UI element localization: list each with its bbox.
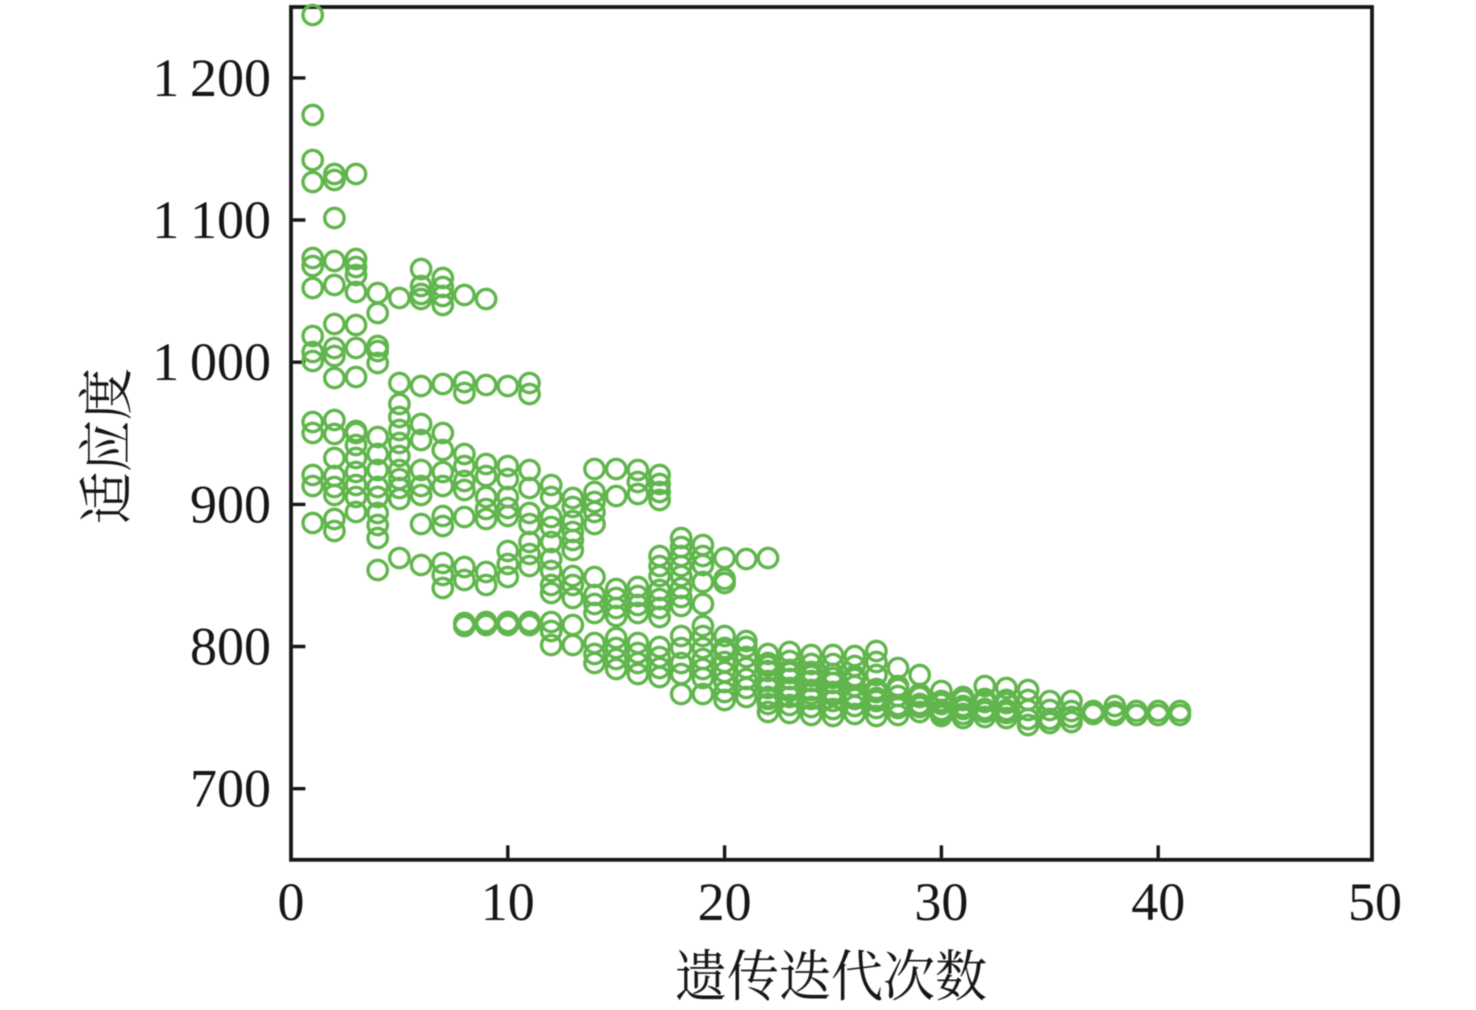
svg-text:40: 40 [1131, 872, 1185, 932]
svg-text:1 000: 1 000 [152, 332, 271, 392]
svg-text:30: 30 [914, 872, 968, 932]
svg-text:10: 10 [481, 872, 535, 932]
svg-text:800: 800 [190, 617, 271, 677]
svg-text:50: 50 [1348, 872, 1402, 932]
svg-text:1 200: 1 200 [152, 48, 271, 108]
svg-text:20: 20 [698, 872, 752, 932]
svg-text:0: 0 [278, 872, 305, 932]
svg-text:700: 700 [190, 759, 271, 819]
svg-text:900: 900 [190, 474, 271, 534]
svg-text:1 100: 1 100 [152, 190, 271, 250]
